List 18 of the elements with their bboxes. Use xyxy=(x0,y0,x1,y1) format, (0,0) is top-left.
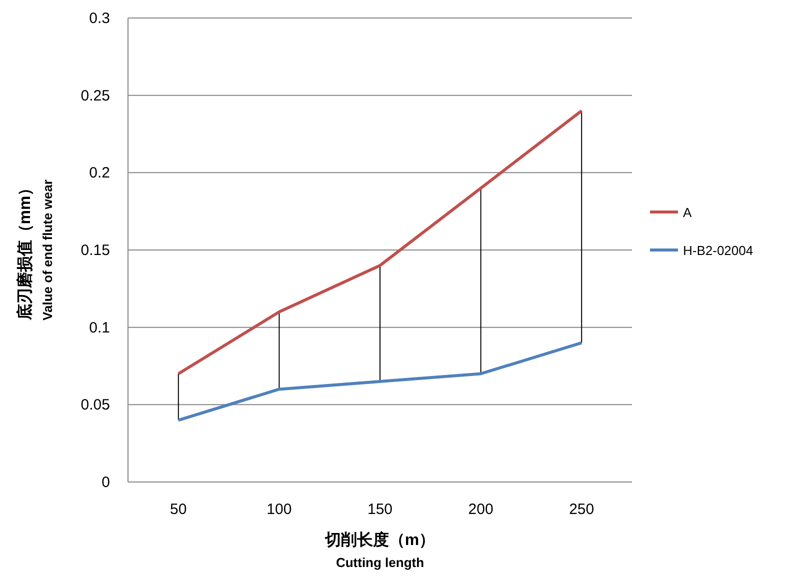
x-tick-label: 250 xyxy=(569,501,594,518)
x-tick-label: 100 xyxy=(266,501,292,518)
x-tick-label: 150 xyxy=(367,501,393,518)
y-tick-label: 0.05 xyxy=(80,396,110,414)
y-tick-label: 0.2 xyxy=(89,164,110,182)
legend-label: H-B2-02004 xyxy=(683,243,754,258)
y-tick-label: 0.25 xyxy=(80,87,110,104)
line-series xyxy=(176,109,584,376)
y-axis-title: 底刃磨损值（mm） Value of end flute wear xyxy=(16,180,55,322)
x-axis-title: 切削长度（m） Cutting length xyxy=(324,530,436,570)
line-series xyxy=(176,341,584,422)
y-tick-label: 0.3 xyxy=(89,10,110,27)
x-tick-label: 200 xyxy=(468,501,494,518)
legend-label: A xyxy=(683,205,692,220)
x-tick-label: 50 xyxy=(170,501,187,518)
y-tick-label: 0.1 xyxy=(89,319,110,336)
y-tick-label: 0.15 xyxy=(80,242,110,259)
y-tick-label: 0 xyxy=(102,474,110,491)
